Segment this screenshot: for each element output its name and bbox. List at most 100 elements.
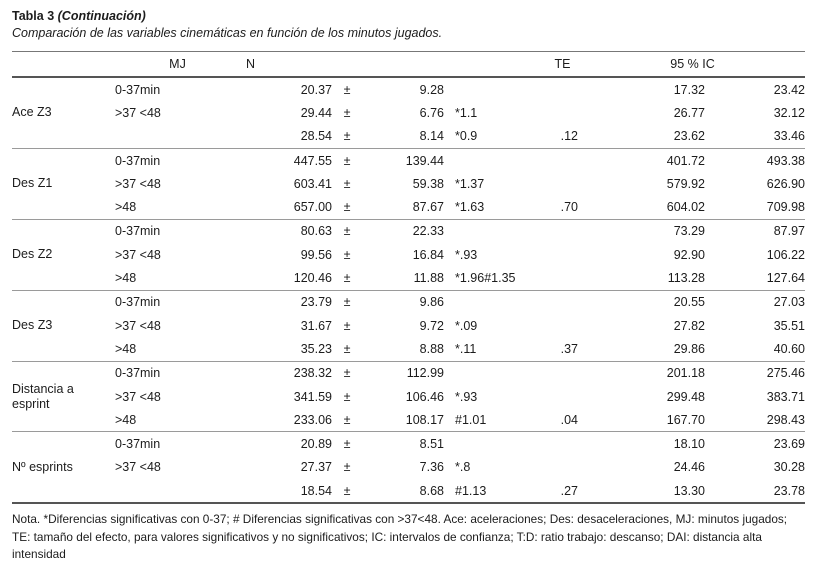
table-group: Des Z2 0-37min 80.63 ±22.33 73.29 87.97 >37 <4… xyxy=(12,218,805,290)
p-value: .37 xyxy=(560,341,578,356)
sd-value: 7.36 xyxy=(419,460,444,475)
ci-lower-value: 18.10 xyxy=(673,437,705,452)
ci-upper-value: 127.64 xyxy=(766,271,805,286)
ci-lower-value: 29.86 xyxy=(673,341,705,356)
ci-upper-value: 23.78 xyxy=(773,483,805,498)
effect-size-value: #1.01 xyxy=(455,412,487,427)
mj-label: >37 <48 xyxy=(115,318,161,333)
sd-value: 6.76 xyxy=(419,105,444,120)
mean-value: 20.37 xyxy=(300,82,332,97)
p-value: .27 xyxy=(560,483,578,498)
mj-label: >37 <48 xyxy=(115,389,161,404)
plus-minus: ± xyxy=(343,366,351,381)
ci-lower-value: 579.92 xyxy=(666,176,705,191)
sd-value: 106.46 xyxy=(405,389,444,404)
table-title-line: Tabla 3 (Continuación) xyxy=(12,8,805,25)
ci-upper-value: 383.71 xyxy=(766,389,805,404)
effect-size-value: *.93 xyxy=(455,389,478,404)
effect-size-value: *.8 xyxy=(455,460,471,475)
p-value: .12 xyxy=(560,129,578,144)
mj-label: 0-37min xyxy=(115,295,161,310)
table-group: Nº esprints 0-37min 20.89 ±8.51 18.10 23.69 >3… xyxy=(12,431,805,502)
mean-value: 29.44 xyxy=(300,105,332,120)
ci-upper-value: 87.97 xyxy=(773,224,805,239)
ci-lower-value: 23.62 xyxy=(673,129,705,144)
mean-value: 120.46 xyxy=(293,271,332,286)
mean-value: 80.63 xyxy=(300,224,332,239)
mj-label: >48 xyxy=(115,412,137,427)
effect-size-value: *.11 xyxy=(455,341,477,356)
effect-size-value: *.93 xyxy=(455,247,478,262)
plus-minus: ± xyxy=(343,412,351,427)
effect-size-value: #1.13 xyxy=(455,483,487,498)
ci-lower-value: 299.48 xyxy=(666,389,705,404)
plus-minus: ± xyxy=(343,247,351,262)
ci-upper-value: 106.22 xyxy=(766,247,805,262)
variable-label: Des Z3 xyxy=(12,318,53,333)
sd-value: 8.68 xyxy=(419,483,444,498)
ci-lower-value: 73.29 xyxy=(673,224,705,239)
sd-value: 9.72 xyxy=(419,318,444,333)
ci-lower-value: 24.46 xyxy=(673,460,705,475)
ci-lower-value: 20.55 xyxy=(673,295,705,310)
variable-label: Ace Z3 xyxy=(12,105,52,120)
variable-label: Nº esprints xyxy=(12,459,73,474)
plus-minus: ± xyxy=(343,200,351,215)
plus-minus: ± xyxy=(343,437,351,452)
ci-lower-value: 26.77 xyxy=(673,105,705,120)
ci-upper-value: 40.60 xyxy=(773,341,805,356)
ci-upper-value: 23.69 xyxy=(773,437,805,452)
sd-value: 59.38 xyxy=(412,176,444,191)
data-table: MJ N TE 95 % IC Ace Z3 0-37min 20.37 ±9.28 1… xyxy=(12,51,805,505)
effect-size-value: *0.9 xyxy=(455,129,478,144)
plus-minus: ± xyxy=(343,483,351,498)
ci-lower-value: 201.18 xyxy=(666,366,705,381)
table-caption: Tabla 3 (Continuación) Comparación de la… xyxy=(12,8,805,42)
ci-upper-value: 626.90 xyxy=(766,176,805,191)
mean-value: 27.37 xyxy=(300,460,332,475)
plus-minus: ± xyxy=(343,389,351,404)
plus-minus: ± xyxy=(343,224,351,239)
sd-value: 139.44 xyxy=(405,153,444,168)
sd-value: 9.28 xyxy=(419,82,444,97)
ci-lower-value: 167.70 xyxy=(666,412,705,427)
sd-value: 22.33 xyxy=(412,224,444,239)
column-header-n: N xyxy=(246,57,256,71)
mean-value: 18.54 xyxy=(300,483,332,498)
ci-upper-value: 33.46 xyxy=(773,129,805,144)
mean-value: 238.32 xyxy=(293,366,332,381)
table-body: Ace Z3 0-37min 20.37 ±9.28 17.32 23.42 >37 <48… xyxy=(12,78,805,502)
sd-value: 112.99 xyxy=(406,366,444,381)
mean-value: 31.67 xyxy=(300,318,332,333)
mean-value: 447.55 xyxy=(293,153,332,168)
ci-upper-value: 275.46 xyxy=(766,366,805,381)
plus-minus: ± xyxy=(343,271,351,286)
mj-label: 0-37min xyxy=(115,82,161,97)
column-header-ci: 95 % IC xyxy=(670,57,715,71)
table-title-continuation: (Continuación) xyxy=(57,9,146,23)
table-group: Ace Z3 0-37min 20.37 ±9.28 17.32 23.42 >37 <48… xyxy=(12,78,805,148)
table-header-row: MJ N TE 95 % IC xyxy=(12,52,805,78)
ci-upper-value: 493.38 xyxy=(766,153,805,168)
plus-minus: ± xyxy=(343,82,351,97)
plus-minus: ± xyxy=(343,176,351,191)
mean-value: 20.89 xyxy=(300,437,332,452)
sd-value: 87.67 xyxy=(412,200,444,215)
table-title: Tabla 3 xyxy=(12,9,55,23)
variable-label: Distancia a esprint xyxy=(12,381,74,411)
mean-value: 99.56 xyxy=(300,247,332,262)
mj-label: >37 <48 xyxy=(115,247,161,262)
ci-lower-value: 13.30 xyxy=(673,483,705,498)
mj-label: 0-37min xyxy=(115,153,161,168)
ci-upper-value: 32.12 xyxy=(773,105,805,120)
sd-value: 11.88 xyxy=(413,271,444,286)
effect-size-value: *.09 xyxy=(455,318,478,333)
effect-size-value: *1.96#1.35 xyxy=(455,271,516,286)
mj-label: >48 xyxy=(115,271,137,286)
mj-label: >48 xyxy=(115,341,137,356)
column-header-te: TE xyxy=(554,57,571,71)
mean-value: 603.41 xyxy=(293,176,332,191)
variable-label: Des Z2 xyxy=(12,247,53,262)
plus-minus: ± xyxy=(343,295,351,310)
